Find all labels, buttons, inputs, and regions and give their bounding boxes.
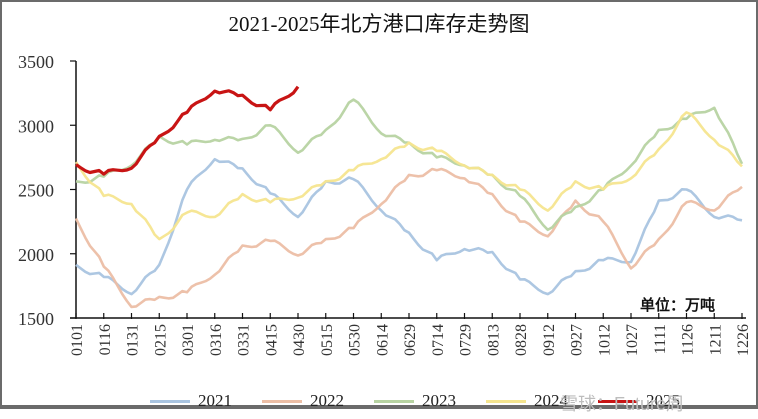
x-tick-label: 1211 xyxy=(707,324,724,355)
legend: 2021 2022 2023 2024 2025 xyxy=(150,391,710,411)
x-tick-label: 0927 xyxy=(569,324,586,356)
x-tick-label: 0316 xyxy=(208,324,225,356)
x-tick-label: 0116 xyxy=(97,324,114,355)
legend-item-2021[interactable]: 2021 xyxy=(150,391,232,411)
x-tick-label: 0430 xyxy=(291,324,308,356)
x-tick-label: 0614 xyxy=(374,324,391,356)
x-tick-label: 1111 xyxy=(652,324,669,354)
x-tick-label: 0629 xyxy=(402,324,419,356)
x-tick-label: 1027 xyxy=(624,324,641,356)
series-2021 xyxy=(75,157,743,296)
legend-item-2022[interactable]: 2022 xyxy=(262,391,344,411)
legend-swatch xyxy=(598,399,638,403)
x-tick-label: 0828 xyxy=(513,324,530,356)
x-tick-label: 1012 xyxy=(596,324,613,356)
x-tick-label: 0530 xyxy=(347,324,364,356)
x-tick-label: 0415 xyxy=(263,324,280,356)
series-2025 xyxy=(75,85,300,176)
y-tick-label: 2000 xyxy=(18,245,54,265)
x-tick-label: 0515 xyxy=(319,324,336,356)
x-tick-label: 0729 xyxy=(458,324,475,356)
legend-item-2025[interactable]: 2025 xyxy=(598,391,680,411)
legend-item-2023[interactable]: 2023 xyxy=(374,391,456,411)
x-tick-label: 0813 xyxy=(485,324,502,356)
series-2024 xyxy=(74,111,743,241)
y-tick-label: 2500 xyxy=(18,181,54,201)
legend-swatch xyxy=(486,399,526,403)
x-tick-label: 1226 xyxy=(735,324,752,356)
x-tick-label: 0912 xyxy=(541,324,558,356)
x-tick-label: 0301 xyxy=(180,324,197,356)
y-tick-label: 3500 xyxy=(18,52,54,72)
series-2022 xyxy=(74,167,743,309)
x-tick-label: 0215 xyxy=(152,324,169,356)
y-tick-label: 3000 xyxy=(18,116,54,136)
x-tick-label: 1126 xyxy=(680,324,697,355)
unit-label: 单位：万吨 xyxy=(640,298,716,314)
x-tick-label: 0101 xyxy=(69,324,86,356)
y-tick-label: 1500 xyxy=(18,309,54,329)
x-tick-label: 0131 xyxy=(125,324,142,356)
legend-swatch xyxy=(374,399,414,403)
x-tick-label: 0331 xyxy=(236,324,253,356)
legend-item-2024[interactable]: 2024 xyxy=(486,391,568,411)
watermark: 雪球：Future周 xyxy=(560,394,685,414)
chart-title: 2021-2025年北方港口库存走势图 xyxy=(228,12,530,36)
legend-swatch xyxy=(262,399,302,403)
x-tick-label: 0714 xyxy=(430,324,447,356)
legend-swatch xyxy=(150,399,190,403)
